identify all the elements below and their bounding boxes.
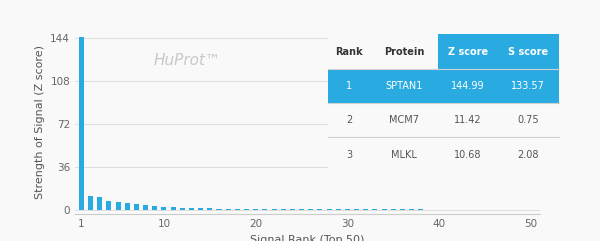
Text: 2: 2 <box>346 115 352 125</box>
Bar <box>198 208 203 210</box>
Text: 10.68: 10.68 <box>454 150 482 160</box>
Bar <box>143 205 148 210</box>
Bar <box>299 209 304 210</box>
Bar <box>363 209 368 210</box>
Bar <box>170 207 176 210</box>
Bar <box>161 207 166 210</box>
Bar <box>235 209 240 210</box>
Text: Z score: Z score <box>448 47 488 57</box>
Bar <box>189 208 194 210</box>
Bar <box>116 202 121 210</box>
Bar <box>326 209 332 210</box>
Bar <box>226 209 230 210</box>
Bar <box>217 208 221 210</box>
Bar <box>253 209 258 210</box>
Text: 0.75: 0.75 <box>518 115 539 125</box>
Bar <box>152 206 157 210</box>
Text: S score: S score <box>508 47 548 57</box>
Bar <box>208 208 212 210</box>
Y-axis label: Strength of Signal (Z score): Strength of Signal (Z score) <box>35 45 45 199</box>
Bar <box>97 197 102 210</box>
Bar <box>88 196 93 210</box>
Text: HuProt™: HuProt™ <box>154 53 221 68</box>
Bar <box>79 37 84 210</box>
Bar <box>134 204 139 210</box>
Bar <box>262 209 268 210</box>
Bar <box>180 208 185 210</box>
Bar <box>290 209 295 210</box>
Bar <box>336 209 341 210</box>
Text: 11.42: 11.42 <box>454 115 482 125</box>
Text: 144.99: 144.99 <box>451 81 485 91</box>
Text: 3: 3 <box>346 150 352 160</box>
Bar <box>317 209 322 210</box>
Bar <box>244 209 249 210</box>
Bar <box>272 209 277 210</box>
X-axis label: Signal Rank (Top 50): Signal Rank (Top 50) <box>250 235 365 241</box>
Text: MCM7: MCM7 <box>389 115 419 125</box>
Bar <box>345 209 350 210</box>
Bar <box>400 209 405 210</box>
Text: SPTAN1: SPTAN1 <box>385 81 422 91</box>
Bar <box>354 209 359 210</box>
Text: Rank: Rank <box>335 47 363 57</box>
Text: Protein: Protein <box>384 47 424 57</box>
Text: MLKL: MLKL <box>391 150 417 160</box>
Bar <box>308 209 313 210</box>
Bar <box>373 209 377 210</box>
Bar <box>106 201 112 210</box>
Bar <box>281 209 286 210</box>
Text: 133.57: 133.57 <box>511 81 545 91</box>
Bar <box>382 209 386 210</box>
Bar <box>125 203 130 210</box>
Bar <box>391 209 396 210</box>
Text: 1: 1 <box>346 81 352 91</box>
Bar <box>409 209 414 210</box>
Text: 2.08: 2.08 <box>518 150 539 160</box>
